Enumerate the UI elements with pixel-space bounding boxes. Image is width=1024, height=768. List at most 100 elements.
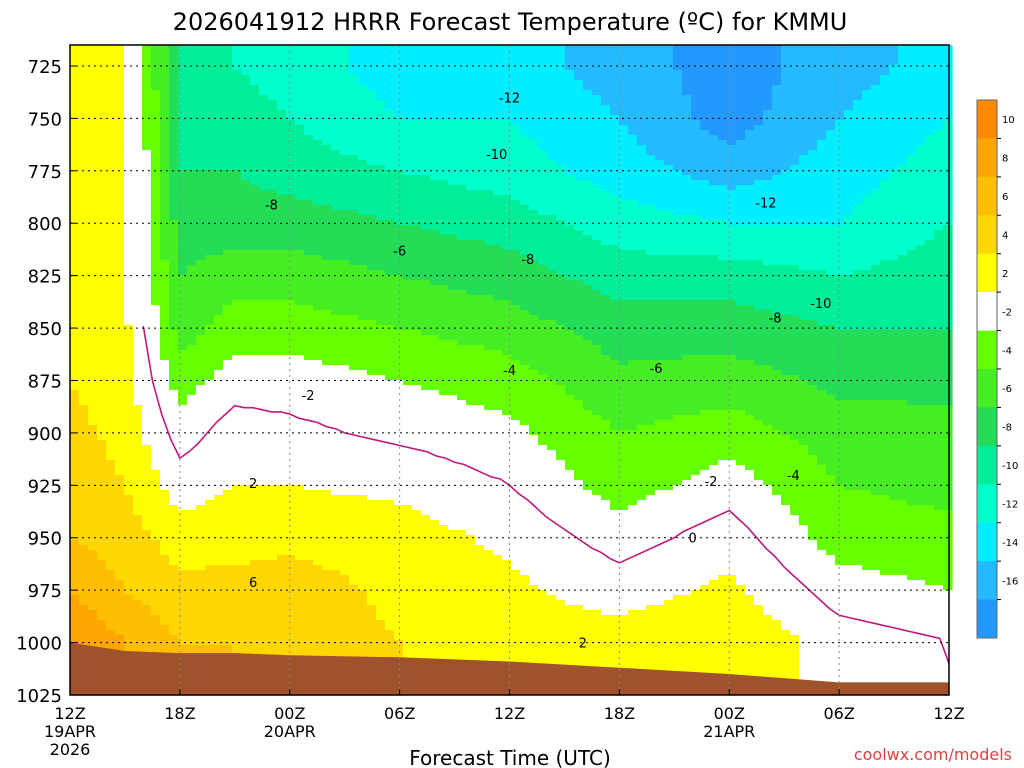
field-cell — [286, 70, 296, 76]
field-cell — [277, 545, 287, 551]
field-cell — [223, 415, 233, 421]
field-cell — [169, 170, 179, 176]
field-cell — [322, 140, 332, 146]
field-cell — [169, 315, 179, 321]
field-cell — [322, 65, 332, 71]
field-cell — [169, 125, 179, 131]
field-cell — [340, 610, 350, 616]
field-cell — [286, 565, 296, 571]
field-cell — [367, 345, 377, 351]
field-cell — [178, 205, 188, 211]
field-cell — [367, 425, 377, 431]
field-cell — [223, 275, 233, 281]
field-cell — [70, 475, 80, 481]
field-cell — [106, 380, 116, 386]
field-cell — [88, 580, 98, 586]
field-cell — [259, 405, 269, 411]
field-cell — [106, 120, 116, 126]
field-cell — [322, 320, 332, 326]
field-cell — [151, 465, 161, 471]
field-cell — [214, 170, 224, 176]
field-cell — [295, 455, 305, 461]
field-cell — [376, 195, 386, 201]
field-cell — [394, 205, 404, 211]
field-cell — [340, 455, 350, 461]
field-cell — [70, 435, 80, 441]
field-cell — [259, 200, 269, 206]
field-cell — [313, 90, 323, 96]
field-cell — [322, 205, 332, 211]
field-cell — [124, 50, 134, 56]
field-cell — [277, 435, 287, 441]
field-cell — [169, 95, 179, 101]
field-cell — [187, 405, 197, 411]
field-cell — [187, 450, 197, 456]
field-cell — [394, 70, 404, 76]
field-cell — [304, 195, 314, 201]
field-cell — [250, 425, 260, 431]
field-cell — [214, 475, 224, 481]
field-cell — [286, 415, 296, 421]
field-cell — [412, 135, 422, 141]
field-cell — [214, 415, 224, 421]
field-cell — [187, 485, 197, 491]
field-cell — [313, 285, 323, 291]
field-cell — [106, 475, 116, 481]
field-cell — [376, 510, 386, 516]
field-cell — [79, 285, 89, 291]
field-cell — [313, 275, 323, 281]
field-cell — [88, 195, 98, 201]
field-cell — [70, 550, 80, 556]
field-cell — [187, 140, 197, 146]
field-cell — [115, 105, 125, 111]
field-cell — [340, 450, 350, 456]
field-cell — [286, 130, 296, 136]
field-cell — [178, 150, 188, 156]
field-cell — [412, 255, 422, 261]
field-cell — [169, 235, 179, 241]
field-cell — [178, 145, 188, 151]
field-cell — [124, 325, 134, 331]
field-cell — [178, 500, 188, 506]
field-cell — [196, 430, 206, 436]
field-cell — [223, 575, 233, 581]
field-cell — [403, 365, 413, 371]
field-cell — [313, 310, 323, 316]
field-cell — [232, 550, 242, 556]
field-cell — [376, 315, 386, 321]
field-cell — [259, 110, 269, 116]
field-cell — [151, 265, 161, 271]
field-cell — [223, 440, 233, 446]
field-cell — [178, 170, 188, 176]
field-cell — [250, 350, 260, 356]
field-cell — [232, 535, 242, 541]
field-cell — [286, 260, 296, 266]
field-cell — [106, 460, 116, 466]
field-cell — [403, 450, 413, 456]
field-cell — [223, 525, 233, 531]
field-cell — [196, 650, 206, 656]
field-cell — [340, 425, 350, 431]
field-cell — [250, 180, 260, 186]
field-cell — [340, 465, 350, 471]
field-cell — [106, 60, 116, 66]
field-cell — [97, 300, 107, 306]
field-cell — [241, 150, 251, 156]
field-cell — [169, 415, 179, 421]
field-cell — [268, 125, 278, 131]
field-cell — [97, 175, 107, 181]
field-cell — [88, 490, 98, 496]
field-cell — [340, 345, 350, 351]
field-cell — [340, 615, 350, 621]
field-cell — [376, 140, 386, 146]
field-cell — [340, 515, 350, 521]
field-cell — [367, 180, 377, 186]
field-cell — [340, 45, 350, 51]
field-cell — [331, 435, 341, 441]
field-cell — [304, 535, 314, 541]
field-cell — [106, 295, 116, 301]
field-cell — [322, 285, 332, 291]
field-cell — [286, 340, 296, 346]
field-cell — [214, 65, 224, 71]
field-cell — [250, 620, 260, 626]
